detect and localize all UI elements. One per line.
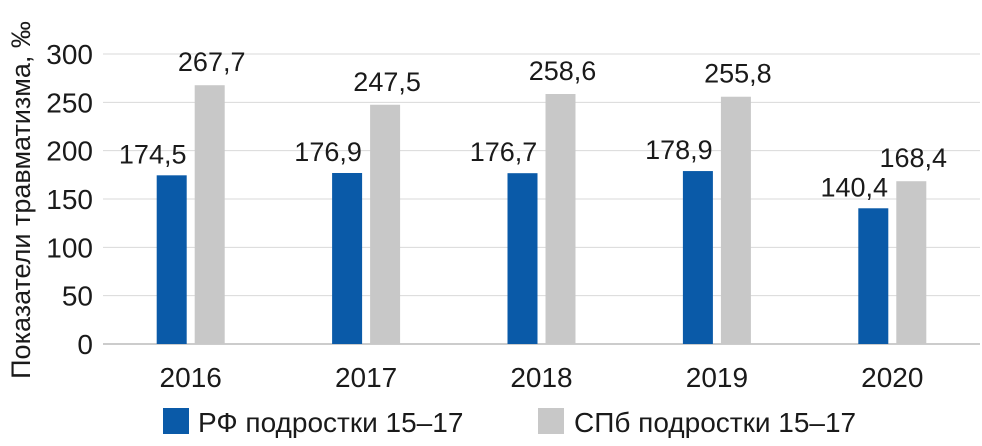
bar-rf-2017 xyxy=(332,172,363,344)
bar-rf-2020 xyxy=(858,208,889,344)
bar-rf-2019 xyxy=(682,171,713,344)
x-axis: 2016 2017 2018 2019 2020 xyxy=(160,362,924,393)
data-label: 176,7 xyxy=(470,137,538,167)
legend-label: РФ подростки 15–17 xyxy=(198,407,463,438)
x-tick-label: 2018 xyxy=(510,362,572,393)
bar-rf-2016 xyxy=(156,175,187,344)
bar-spb-2020 xyxy=(896,181,927,344)
legend-label: СПб подростки 15–17 xyxy=(574,407,856,438)
data-label: 140,4 xyxy=(821,172,889,202)
legend: РФ подростки 15–17 СПб подростки 15–17 xyxy=(163,407,856,438)
y-tick-label: 150 xyxy=(46,184,93,215)
y-axis: 0 50 100 150 200 250 300 xyxy=(46,39,93,360)
y-tick-label: 250 xyxy=(46,87,93,118)
data-label: 267,7 xyxy=(178,47,246,77)
data-labels: 174,5 267,7 176,9 247,5 176,7 258,6 178,9 255,8… xyxy=(119,47,947,202)
y-tick-label: 200 xyxy=(46,136,93,167)
y-tick-label: 0 xyxy=(77,329,93,360)
bar-spb-2018 xyxy=(545,94,576,345)
bar-rf-2018 xyxy=(507,173,538,344)
bars xyxy=(156,85,927,345)
data-label: 178,9 xyxy=(645,135,713,165)
data-label: 176,9 xyxy=(294,137,362,167)
legend-swatch xyxy=(163,408,189,434)
data-label: 174,5 xyxy=(119,139,187,169)
x-tick-label: 2017 xyxy=(335,362,397,393)
y-tick-label: 50 xyxy=(62,281,93,312)
y-tick-label: 300 xyxy=(46,39,93,70)
data-label: 247,5 xyxy=(353,67,421,97)
y-tick-label: 100 xyxy=(46,232,93,263)
data-label: 168,4 xyxy=(880,143,948,173)
legend-swatch xyxy=(538,408,564,434)
bar-spb-2016 xyxy=(194,85,225,345)
grid xyxy=(103,53,980,345)
bar-spb-2019 xyxy=(720,96,751,344)
y-axis-label: Показатели травматизма, ‰ xyxy=(6,21,36,379)
bar-spb-2017 xyxy=(370,104,401,344)
x-tick-label: 2016 xyxy=(160,362,222,393)
data-label: 258,6 xyxy=(529,56,597,86)
x-tick-label: 2020 xyxy=(861,362,923,393)
x-tick-label: 2019 xyxy=(686,362,748,393)
data-label: 255,8 xyxy=(704,59,772,89)
